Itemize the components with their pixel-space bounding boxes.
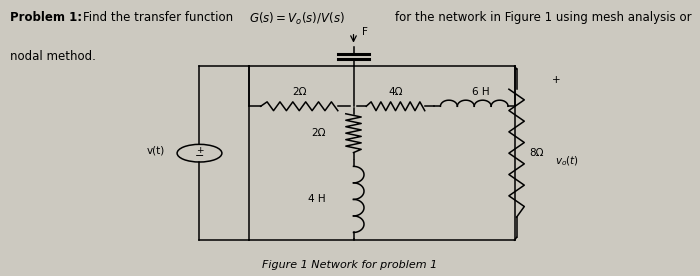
Text: +: + [196,147,203,155]
Text: 6 H: 6 H [473,87,490,97]
Text: 4Ω: 4Ω [389,87,402,97]
Text: 8Ω: 8Ω [529,148,544,158]
Text: Figure 1 Network for problem 1: Figure 1 Network for problem 1 [262,261,438,270]
Text: $v_o(t)$: $v_o(t)$ [555,155,579,168]
Text: Find the transfer function: Find the transfer function [83,11,232,24]
Text: v(t): v(t) [146,145,164,155]
Text: nodal method.: nodal method. [10,50,97,63]
Text: $G(s) = V_o(s)/V(s)$: $G(s) = V_o(s)/V(s)$ [249,11,345,27]
Text: +: + [552,75,560,85]
Text: 4 H: 4 H [308,194,326,205]
Text: F: F [362,27,368,37]
Text: 2Ω: 2Ω [311,128,326,138]
Text: for the network in Figure 1 using mesh analysis or: for the network in Figure 1 using mesh a… [395,11,692,24]
Text: 2Ω: 2Ω [292,87,307,97]
Text: Problem 1:: Problem 1: [10,11,83,24]
Text: −: − [195,151,204,161]
